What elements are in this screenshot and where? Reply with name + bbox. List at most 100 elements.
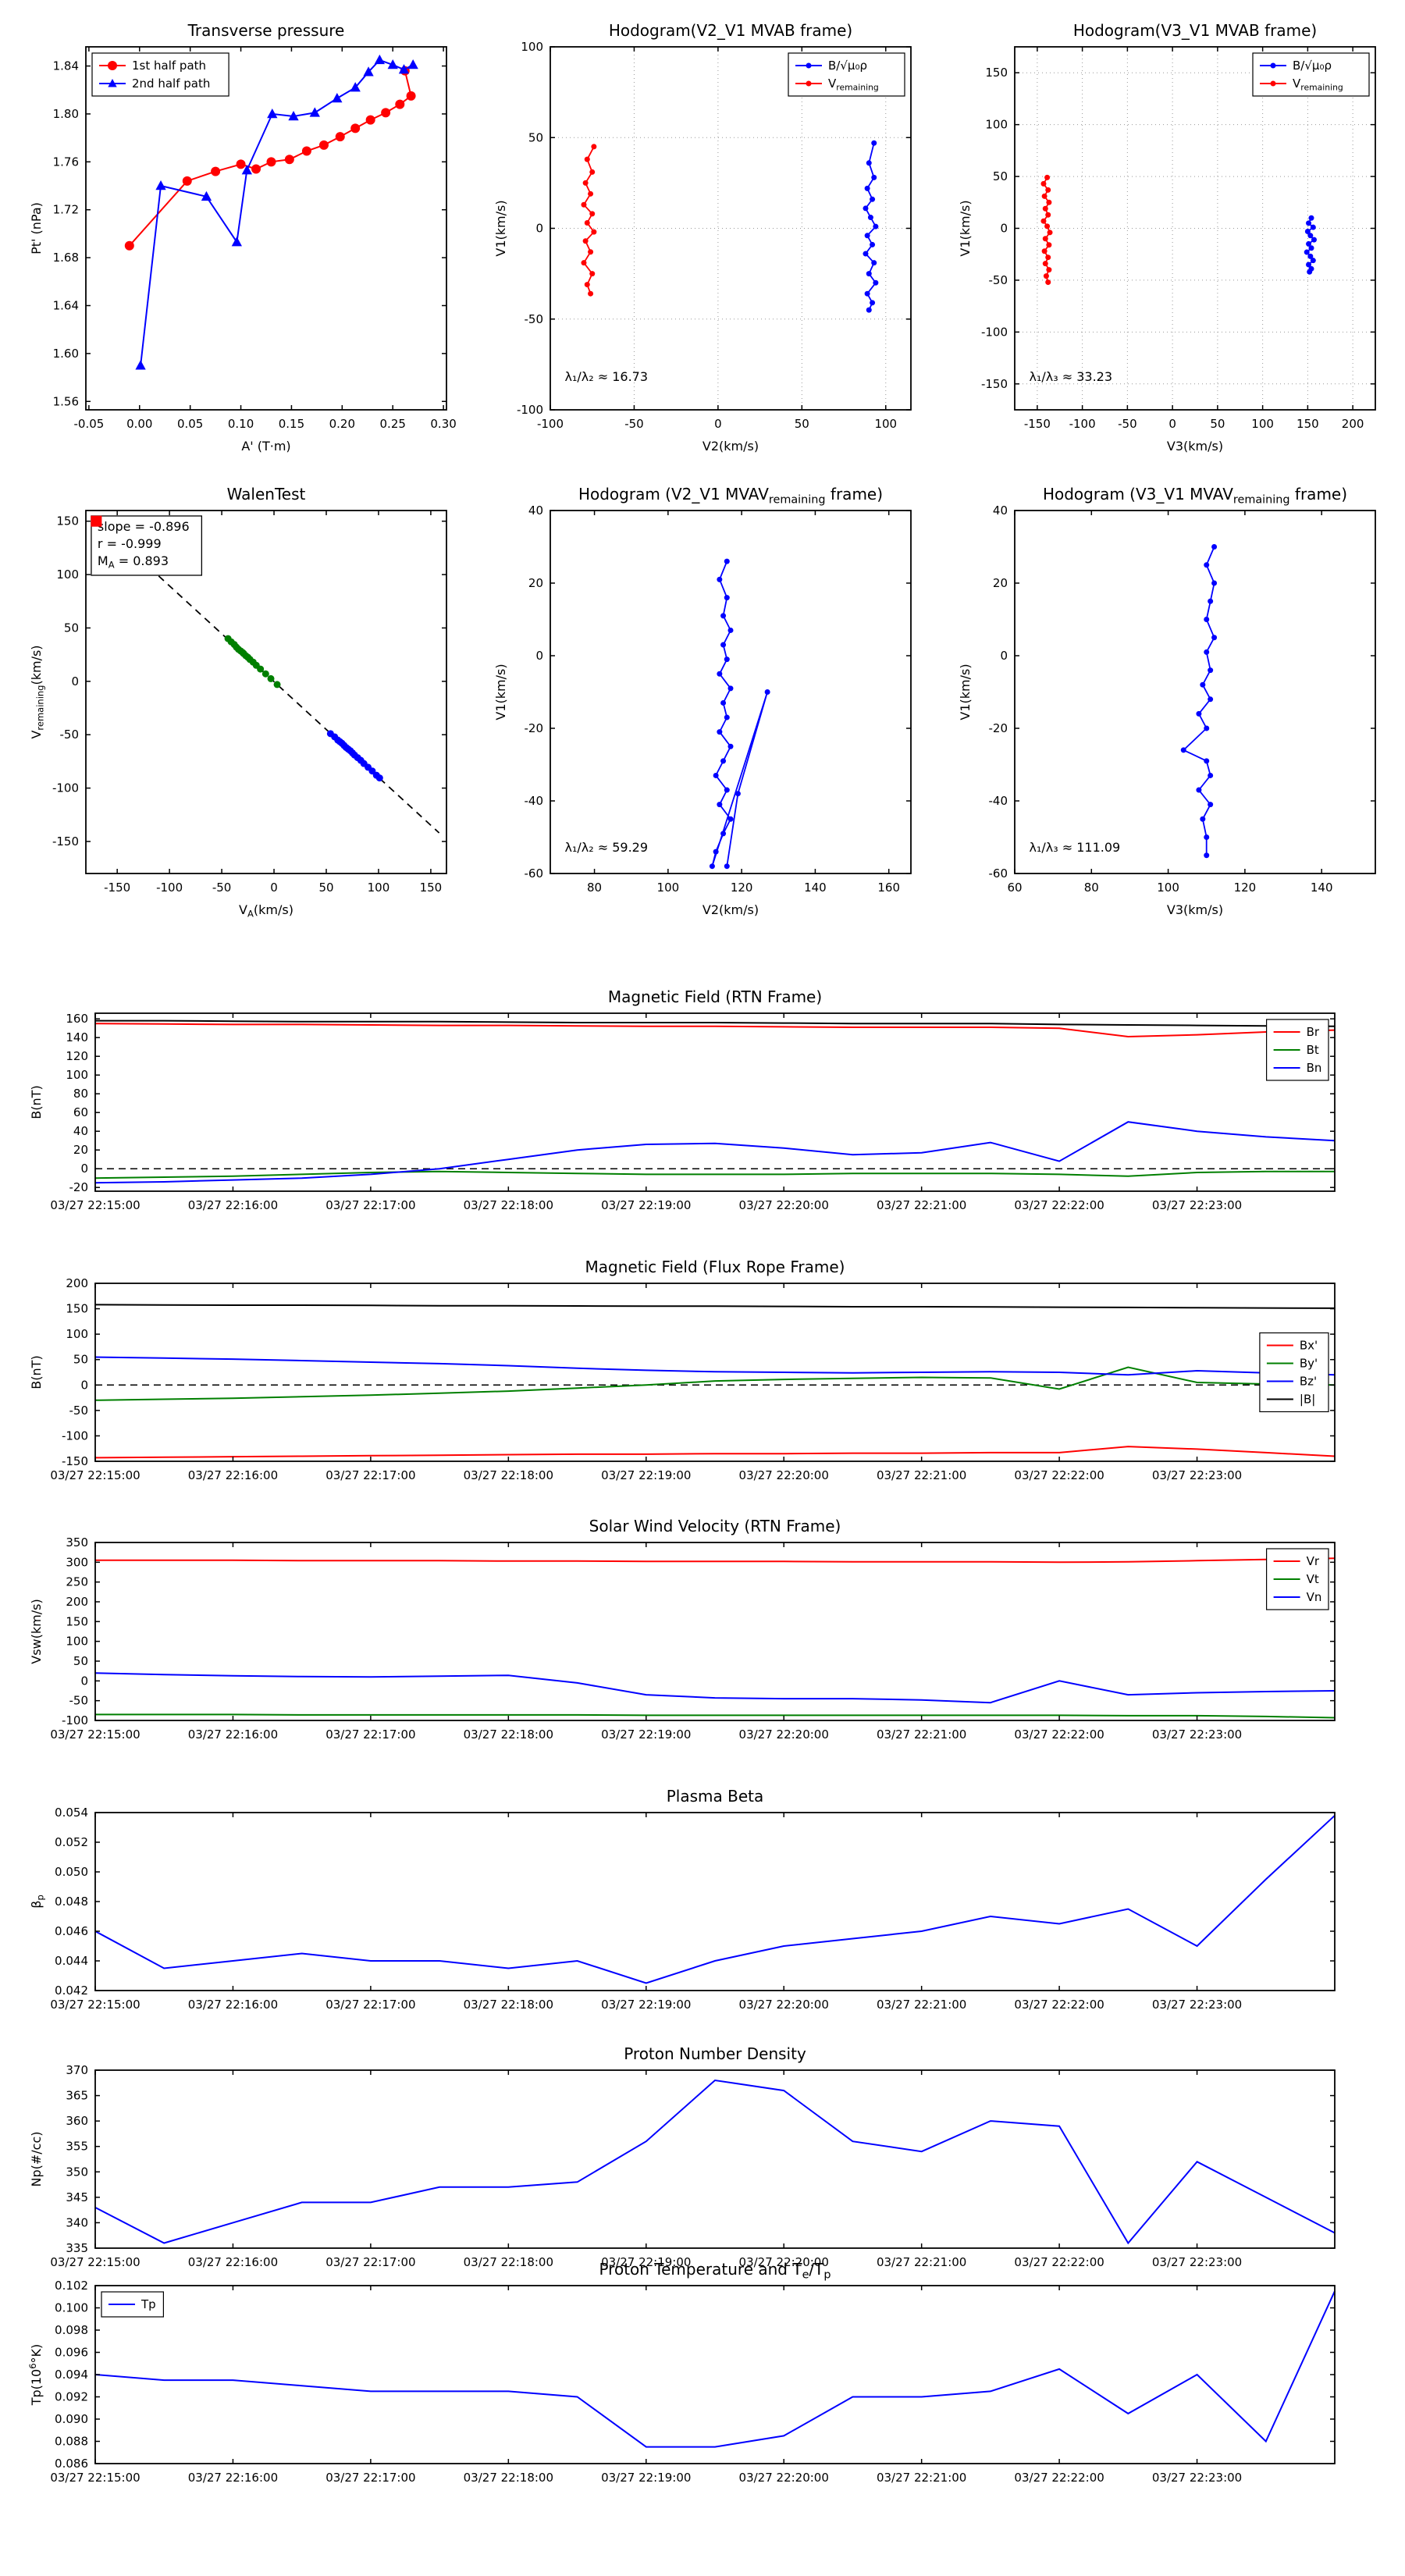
y-tick-label: 0.098 bbox=[55, 2323, 88, 2337]
x-tick-label: 03/27 22:21:00 bbox=[877, 2255, 966, 2269]
y-tick-label: -150 bbox=[62, 1454, 88, 1468]
chart-velocity-rtn: 03/27 22:15:00 03/27 22:16:00 03/27 22:17:… bbox=[23, 1507, 1382, 1756]
stats-line: r = -0.999 bbox=[98, 536, 162, 551]
y-tick-label: -50 bbox=[69, 1404, 89, 1418]
y-tick-label: -100 bbox=[62, 1429, 88, 1443]
x-tick-label: 03/27 22:18:00 bbox=[464, 1468, 553, 1482]
x-tick-label: 03/27 22:22:00 bbox=[1014, 1998, 1104, 2012]
x-tick-label: 03/27 22:17:00 bbox=[325, 1998, 415, 2012]
y-tick-label: 200 bbox=[66, 1276, 88, 1290]
series-Vr bbox=[95, 1557, 1336, 1564]
y-tick-label: 0 bbox=[1000, 649, 1008, 663]
series-group bbox=[94, 2079, 1336, 2245]
x-tick-label: 03/27 22:22:00 bbox=[1014, 2255, 1104, 2269]
x-tick-label: 0.00 bbox=[126, 417, 152, 431]
x-tick-label: 03/27 22:19:00 bbox=[601, 1727, 691, 1742]
x-tick-label: -0.05 bbox=[73, 417, 104, 431]
y-tick-label: 1.80 bbox=[53, 107, 79, 121]
y-tick-label: 150 bbox=[66, 1302, 88, 1316]
stats-line: slope = -0.896 bbox=[98, 519, 190, 534]
x-axis-label: V2(km/s) bbox=[702, 439, 759, 454]
y-axis-label: V1(km/s) bbox=[958, 200, 973, 256]
x-tick-label: 03/27 22:18:00 bbox=[464, 2255, 553, 2269]
y-tick-label: 0 bbox=[535, 649, 543, 663]
chart-hodogram-v2v1-mvab: -100 -50 0 50 100 -100 -50 0 50 100 Hodogram(V2_V1… bbox=[488, 14, 925, 471]
plot-area bbox=[95, 1013, 1335, 1191]
x-tick-label: 03/27 22:21:00 bbox=[877, 1998, 966, 2012]
chart-title: Magnetic Field (Flux Rope Frame) bbox=[585, 1258, 845, 1276]
series-group bbox=[1040, 174, 1317, 286]
x-tick-label: 03/27 22:16:00 bbox=[188, 1727, 278, 1742]
x-tick-label: 0 bbox=[270, 881, 278, 895]
y-tick-label: 360 bbox=[66, 2114, 88, 2128]
x-tick-label: 03/27 22:19:00 bbox=[601, 1468, 691, 1482]
y-tick-label: 1.76 bbox=[53, 155, 79, 169]
y-tick-label: 200 bbox=[66, 1595, 88, 1609]
x-tick-label: 03/27 22:19:00 bbox=[601, 2255, 691, 2269]
plot-area bbox=[95, 1813, 1335, 1991]
axis-ticks: 03/27 22:15:00 03/27 22:16:00 03/27 22:17:… bbox=[50, 1806, 1335, 2012]
x-tick-label: 03/27 22:21:00 bbox=[877, 1468, 966, 1482]
x-tick-label: 03/27 22:20:00 bbox=[739, 2255, 829, 2269]
x-tick-label: 03/27 22:21:00 bbox=[877, 2471, 966, 2485]
y-tick-label: 0.094 bbox=[55, 2368, 88, 2382]
x-tick-label: 03/27 22:19:00 bbox=[601, 2471, 691, 2485]
markers-second-half-path bbox=[135, 54, 418, 370]
markers-first-half-path bbox=[124, 66, 416, 251]
axis-ticks: -150 -100 -50 0 50 100 150 200 -150 -100 -50 0 50 100… bbox=[981, 47, 1375, 431]
chart-mag-rtn: 03/27 22:15:00 03/27 22:16:00 03/27 22:17:… bbox=[23, 977, 1382, 1227]
plot-area bbox=[95, 2286, 1335, 2464]
annotation: λ₁/λ₂ ≈ 16.73 bbox=[564, 369, 648, 384]
y-tick-label: 0 bbox=[80, 1378, 88, 1392]
markers-v-remaining-path bbox=[1180, 544, 1218, 859]
x-tick-label: 03/27 22:18:00 bbox=[464, 1998, 553, 2012]
axes-frame bbox=[94, 1542, 1336, 1721]
markers-v-remaining bbox=[1040, 174, 1053, 286]
chart-title: Plasma Beta bbox=[667, 1787, 764, 1806]
x-axis-label: VA(km/s) bbox=[239, 902, 293, 920]
chart-canvas-hodogram-v3v1-mvab: -150 -100 -50 0 50 100 150 200 -150 -100 -50 0 50 100… bbox=[958, 21, 1376, 454]
x-tick-label: 0 bbox=[714, 417, 722, 431]
chart-canvas-hodogram-v2v1-mvab: -100 -50 0 50 100 -100 -50 0 50 100 Hodogram(V2_V1… bbox=[493, 21, 912, 454]
x-tick-label: 140 bbox=[1311, 881, 1333, 895]
legend-label: B/√μ₀ρ bbox=[1293, 59, 1332, 73]
legend-label: Vt bbox=[1307, 1572, 1319, 1586]
y-tick-label: 370 bbox=[66, 2063, 88, 2077]
axes-frame bbox=[94, 2069, 1336, 2249]
x-tick-label: 03/27 22:17:00 bbox=[325, 1198, 415, 1212]
y-tick-label: 0.092 bbox=[55, 2390, 88, 2404]
y-tick-label: 1.68 bbox=[53, 251, 79, 265]
x-tick-label: 100 bbox=[874, 417, 897, 431]
stats-textbox: slope = -0.896 r = -0.999 MA = 0.893 bbox=[91, 515, 203, 576]
x-tick-label: 03/27 22:19:00 bbox=[601, 1198, 691, 1212]
legend-label: Tp bbox=[140, 2297, 156, 2311]
markers-v-remaining-path bbox=[709, 558, 770, 870]
x-tick-label: 160 bbox=[877, 881, 900, 895]
series-group bbox=[124, 54, 418, 370]
y-tick-label: 1.56 bbox=[53, 394, 79, 408]
axis-ticks: 03/27 22:15:00 03/27 22:16:00 03/27 22:17:… bbox=[50, 2063, 1335, 2269]
x-tick-label: 50 bbox=[795, 417, 809, 431]
chart-canvas-proton-temp: 03/27 22:15:00 03/27 22:16:00 03/27 22:17:… bbox=[27, 2260, 1336, 2485]
series-group bbox=[94, 2290, 1336, 2448]
markers-v-remaining bbox=[581, 144, 597, 297]
series-group bbox=[94, 1815, 1336, 1984]
legend-label: Bx' bbox=[1300, 1339, 1318, 1353]
y-tick-label: -60 bbox=[989, 866, 1008, 881]
y-tick-label: -50 bbox=[525, 312, 544, 326]
y-tick-label: 0.096 bbox=[55, 2346, 88, 2360]
y-tick-label: -40 bbox=[525, 794, 544, 808]
axes-frame bbox=[1014, 510, 1376, 874]
x-tick-label: 50 bbox=[318, 881, 333, 895]
y-tick-label: -20 bbox=[69, 1180, 89, 1194]
x-tick-label: 03/27 22:16:00 bbox=[188, 1468, 278, 1482]
x-tick-label: 03/27 22:15:00 bbox=[50, 1198, 140, 1212]
chart-title: Proton Number Density bbox=[624, 2044, 806, 2063]
x-tick-label: 120 bbox=[1234, 881, 1257, 895]
x-tick-label: 03/27 22:16:00 bbox=[188, 1998, 278, 2012]
legend: Br Bt Bn bbox=[1265, 1019, 1329, 1081]
axis-ticks: 03/27 22:15:00 03/27 22:16:00 03/27 22:17:… bbox=[50, 2279, 1335, 2485]
series-B-magnitude bbox=[94, 1304, 1336, 1309]
x-tick-label: 03/27 22:20:00 bbox=[739, 1998, 829, 2012]
y-tick-label: 100 bbox=[56, 568, 79, 582]
